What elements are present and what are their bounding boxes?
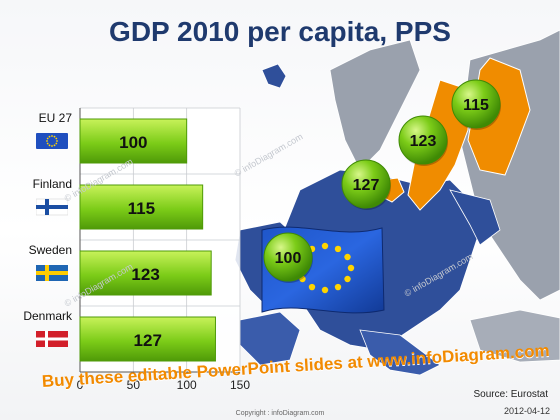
flag-star — [321, 286, 329, 294]
flag-cross — [45, 265, 49, 281]
flag-star — [321, 242, 329, 250]
map-bubble — [263, 232, 313, 282]
flag-star — [51, 145, 53, 147]
eu-land — [359, 329, 441, 376]
date-stamp: 2012-04-12 — [503, 406, 550, 416]
chart-title: GDP 2010 per capita, PPS — [109, 16, 451, 47]
flag-star — [334, 245, 342, 253]
flag-cross — [45, 331, 48, 347]
x-tick-label: 100 — [177, 378, 197, 392]
flag-cross — [36, 271, 68, 275]
source-note: Source: Eurostat — [473, 389, 548, 400]
bar-value-label: 127 — [134, 331, 162, 350]
flag-star — [344, 275, 351, 283]
bar-value-label: 123 — [131, 265, 159, 284]
x-tick-label: 50 — [127, 378, 141, 392]
flag-star — [53, 135, 56, 138]
eu-flag-icon — [36, 133, 68, 149]
bar — [79, 316, 216, 362]
flag-field — [36, 133, 68, 149]
non-eu-land — [469, 309, 560, 363]
category-label: Sweden — [28, 243, 72, 257]
flag-star — [46, 137, 49, 140]
map-bubble-label: 100 — [275, 250, 302, 267]
non-eu-land — [329, 39, 421, 171]
bar — [79, 118, 188, 164]
eu-land — [449, 189, 501, 246]
flag-cross — [45, 199, 49, 215]
copyright-note: Copyright : infoDiagram.com — [235, 410, 325, 417]
flag-star — [51, 135, 53, 137]
bar — [79, 184, 204, 230]
flag-star — [55, 137, 58, 140]
flag-star — [308, 283, 316, 291]
denmark-flag-icon — [36, 331, 68, 347]
flag-cross — [36, 205, 68, 209]
eu-land — [261, 63, 287, 89]
flag-star — [46, 142, 49, 145]
flag-cross — [36, 337, 68, 341]
map-bubble — [398, 115, 448, 165]
x-tick-label: 0 — [77, 378, 84, 392]
map-bubble — [341, 159, 391, 209]
category-label: Denmark — [23, 309, 72, 323]
bar-value-label: 100 — [119, 133, 147, 152]
sweden-flag-icon — [36, 265, 68, 281]
flag-star — [56, 140, 58, 142]
map-bubble-label: 115 — [463, 97, 489, 114]
bar-value-label: 115 — [128, 199, 155, 218]
map-bubble-label: 123 — [410, 133, 437, 150]
flag-star — [334, 283, 342, 291]
category-label: Finland — [32, 177, 72, 191]
flag-star — [55, 142, 58, 145]
map-bubble-label: 127 — [353, 177, 380, 194]
flag-star — [46, 140, 48, 142]
finland-flag-icon — [36, 198, 68, 216]
flag-star — [347, 264, 355, 272]
flag-star — [53, 144, 56, 147]
flag-star — [48, 144, 51, 147]
x-tick-label: 150 — [230, 378, 250, 392]
flag-star — [48, 135, 51, 138]
map-bubble — [451, 79, 501, 129]
category-label: EU 27 — [38, 111, 72, 125]
bar — [79, 250, 212, 296]
flag-star — [344, 253, 351, 261]
